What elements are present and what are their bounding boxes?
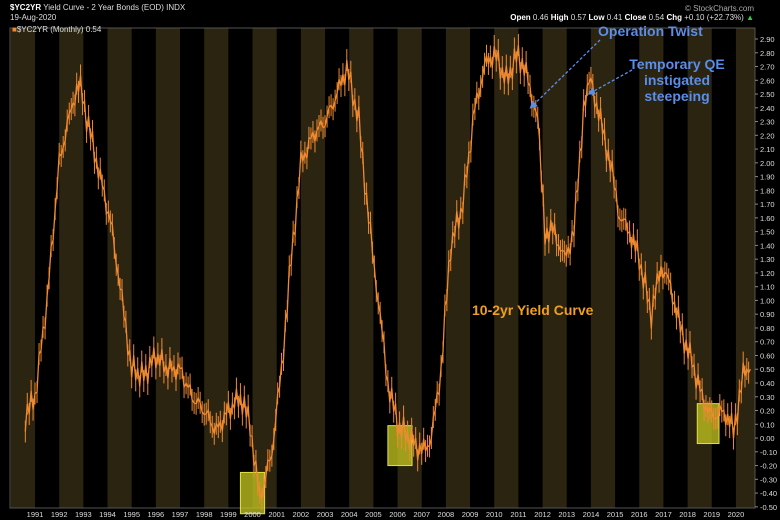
- y-tick-label: 1.80: [760, 186, 775, 195]
- x-tick-label: 2008: [438, 510, 455, 519]
- credit: © StockCharts.com: [684, 4, 754, 13]
- x-tick-label: 2018: [679, 510, 696, 519]
- x-tick-label: 2007: [413, 510, 430, 519]
- x-tick-label: 1991: [27, 510, 44, 519]
- y-tick-label: 1.60: [760, 214, 775, 223]
- year-stripe: [445, 28, 471, 508]
- y-tick-label: -0.40: [760, 489, 777, 498]
- year-stripe: [252, 28, 277, 508]
- y-tick-label: -0.30: [760, 475, 777, 484]
- x-tick-label: 1999: [220, 510, 237, 519]
- plot-frame: [9, 27, 756, 509]
- y-tick-label: 2.10: [760, 145, 775, 154]
- annotation-operation-twist: Operation Twist: [598, 23, 703, 39]
- x-tick-label: 2017: [655, 510, 672, 519]
- y-tick-label: 2.90: [760, 35, 775, 44]
- y-tick-label: 0.60: [760, 351, 775, 360]
- legend: ■$YC2YR (Monthly) 0.54: [12, 25, 102, 34]
- y-tick-label: 1.30: [760, 255, 775, 264]
- y-tick-label: 2.00: [760, 159, 775, 168]
- year-stripe: [107, 28, 132, 508]
- y-tick-label: 0.10: [760, 420, 775, 429]
- y-tick-label: 1.10: [760, 283, 775, 292]
- annotation-yield-curve-label: 10-2yr Yield Curve: [472, 302, 594, 318]
- x-tick-label: 2004: [341, 510, 358, 519]
- chart-title: $YC2YR Yield Curve - 2 Year Bonds (EOD) …: [10, 3, 186, 12]
- x-tick-label: 1996: [148, 510, 165, 519]
- y-tick-label: 2.60: [760, 76, 775, 85]
- x-tick-label: 2009: [462, 510, 479, 519]
- chart-date: 19-Aug-2020: [10, 13, 57, 22]
- x-tick-label: 2019: [703, 510, 720, 519]
- x-tick-label: 2010: [486, 510, 503, 519]
- y-tick-label: 0.50: [760, 365, 775, 374]
- up-arrow-icon: ▲: [746, 13, 754, 22]
- y-tick-label: 2.50: [760, 90, 775, 99]
- y-tick-label: 0.90: [760, 310, 775, 319]
- y-tick-label: 1.90: [760, 173, 775, 182]
- x-tick-label: 1998: [196, 510, 213, 519]
- year-stripe: [10, 28, 35, 508]
- arrow-temporary-qe: [587, 69, 633, 95]
- y-tick-label: 1.00: [760, 296, 775, 305]
- y-tick-label: 1.50: [760, 228, 775, 237]
- x-tick-label: 2003: [317, 510, 334, 519]
- year-stripe: [639, 28, 664, 508]
- year-stripe: [494, 28, 519, 508]
- highlight-box: [239, 471, 266, 515]
- x-tick-label: 2012: [534, 510, 551, 519]
- y-tick-label: 0.30: [760, 393, 775, 402]
- x-tick-label: 1995: [123, 510, 140, 519]
- x-tick-label: 2002: [293, 510, 310, 519]
- x-tick-label: 1992: [51, 510, 68, 519]
- x-tick-label: 2000: [244, 510, 261, 519]
- y-tick-label: 2.70: [760, 63, 775, 72]
- y-tick-label: 0.20: [760, 407, 775, 416]
- year-stripe: [300, 28, 326, 508]
- y-tick-label: 0.80: [760, 324, 775, 333]
- x-tick-label: 2020: [728, 510, 745, 519]
- y-tick-label: 0.00: [760, 434, 775, 443]
- y-tick-label: 0.40: [760, 379, 775, 388]
- year-stripe: [735, 28, 755, 508]
- y-tick-label: -0.20: [760, 462, 777, 471]
- y-tick-label: 1.20: [760, 269, 775, 278]
- x-tick-label: 2006: [389, 510, 406, 519]
- y-tick-label: 2.80: [760, 49, 775, 58]
- x-tick-label: 1994: [99, 510, 116, 519]
- y-tick-label: 0.70: [760, 338, 775, 347]
- y-tick-label: 2.20: [760, 131, 775, 140]
- year-stripe: [204, 28, 229, 508]
- arrow-operation-twist: [529, 39, 601, 109]
- x-tick-label: 2013: [558, 510, 575, 519]
- y-tick-label: 2.30: [760, 118, 775, 127]
- x-tick-label: 1997: [172, 510, 189, 519]
- x-tick-label: 2014: [583, 510, 600, 519]
- y-tick-label: 1.40: [760, 241, 775, 250]
- x-tick-label: 1993: [75, 510, 92, 519]
- x-tick-label: 2015: [607, 510, 624, 519]
- y-tick-label: -0.50: [760, 503, 777, 512]
- legend-swatch-icon: ■: [12, 25, 17, 34]
- x-tick-label: 2005: [365, 510, 382, 519]
- quote-summary: Open 0.46 High 0.57 Low 0.41 Close 0.54 …: [510, 13, 754, 22]
- x-tick-label: 2011: [510, 510, 526, 519]
- yield-curve-line: [24, 44, 752, 500]
- year-stripe: [155, 28, 181, 508]
- x-tick-label: 2001: [268, 510, 285, 519]
- y-tick-label: -0.10: [760, 448, 777, 457]
- year-stripe: [542, 28, 567, 508]
- y-tick-label: 1.70: [760, 200, 775, 209]
- annotation-temporary-qe: Temporary QE instigated steepeing: [629, 56, 725, 104]
- y-tick-label: 2.40: [760, 104, 775, 113]
- x-tick-label: 2016: [631, 510, 648, 519]
